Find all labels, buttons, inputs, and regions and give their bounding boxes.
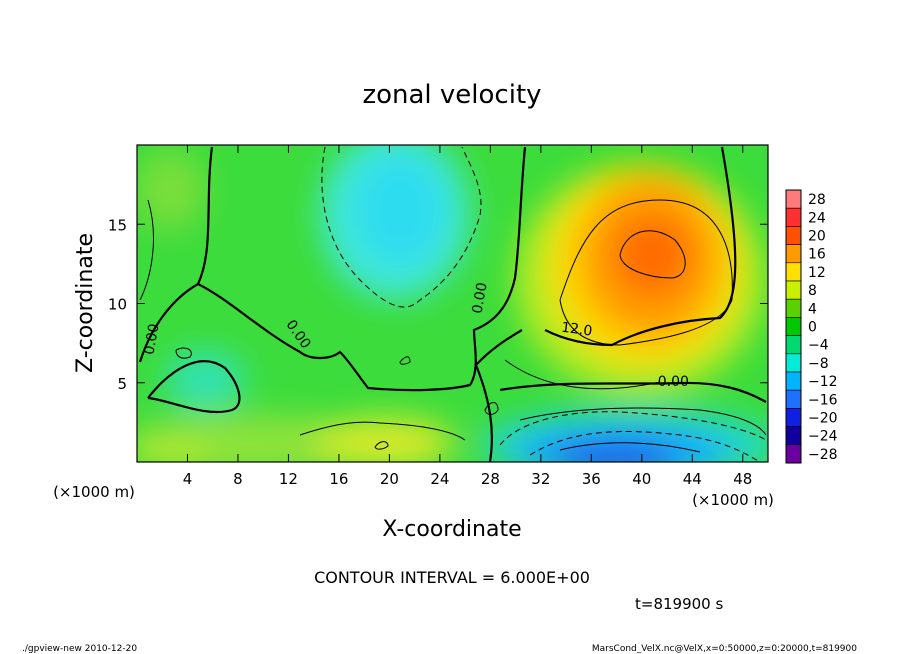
colorbar-label: −24: [808, 429, 838, 445]
time-label: t=819900 s: [635, 595, 723, 613]
y-axis-label: Z-coordinate: [73, 233, 98, 373]
x-tick-label: 8: [233, 470, 243, 488]
colorbar-swatch: [785, 226, 802, 245]
contour-label: 12.0: [560, 320, 593, 340]
colorbar-swatch: [785, 207, 802, 227]
y-tick-label: 15: [108, 216, 127, 234]
colorbar-label: −16: [808, 392, 838, 408]
x-tick-label: 40: [632, 470, 651, 488]
footer-left-info: ./gpview-new 2010-12-20: [22, 644, 137, 654]
dashed-contours: [321, 146, 767, 462]
zero-contours: [138, 146, 767, 462]
x-axis-ticks: 4 8 12 16 20 24 28 32 36 40 44 48: [183, 145, 752, 488]
colorbar-label: −8: [808, 356, 829, 372]
colorbar-swatch: [785, 389, 802, 409]
colorbar-label: 0: [808, 320, 817, 336]
contour-label: 0.00: [658, 374, 689, 390]
colorbar-swatch: [785, 371, 802, 391]
x-tick-label: 44: [683, 470, 702, 488]
colorbar-label: −28: [808, 447, 838, 463]
colorbar-swatch: [785, 353, 802, 373]
colorbar-label: −12: [808, 374, 838, 390]
colorbar-label: −20: [808, 411, 838, 427]
colorbar-swatch: [785, 298, 802, 318]
x-axis-unit-right: (×1000 m): [692, 491, 774, 509]
colorbar-label: 16: [808, 247, 826, 263]
x-tick-label: 32: [531, 470, 550, 488]
y-tick-label: 5: [117, 375, 127, 393]
x-axis-unit-left: (×1000 m): [53, 483, 135, 501]
colorbar-label: 28: [808, 192, 826, 208]
colorbar-swatch: [785, 317, 802, 336]
colorbar-label: 12: [808, 265, 826, 281]
colorbar: 28 24 20 16 12 8 4 0 −4 −8 −12 −16 −20 −24 −28: [785, 189, 838, 464]
colorbar-swatch: [785, 426, 802, 446]
x-tick-label: 16: [329, 470, 348, 488]
x-tick-label: 48: [733, 470, 752, 488]
x-tick-label: 12: [279, 470, 298, 488]
x-tick-label: 20: [380, 470, 399, 488]
velocity-field: [137, 145, 768, 462]
colorbar-label: 8: [808, 283, 817, 299]
y-tick-label: 10: [108, 296, 127, 314]
contour-label: 0.00: [141, 323, 162, 356]
x-tick-label: 28: [481, 470, 500, 488]
contour-label: 0.00: [470, 281, 491, 314]
colorbar-swatch: [785, 408, 802, 427]
x-tick-label: 24: [430, 470, 449, 488]
x-tick-label: 36: [582, 470, 601, 488]
colorbar-label: 24: [808, 210, 826, 226]
colorbar-swatch: [785, 444, 802, 464]
colorbar-swatch: [785, 335, 802, 355]
colorbar-swatch: [785, 280, 802, 300]
contour-interval-text: CONTOUR INTERVAL = 6.000E+00: [314, 568, 590, 587]
colorbar-swatch: [785, 244, 802, 264]
colorbar-frame: [785, 189, 802, 464]
x-axis-label: X-coordinate: [382, 517, 521, 542]
colorbar-swatch: [785, 189, 802, 209]
colorbar-label: 4: [808, 301, 817, 317]
chart-title: zonal velocity: [362, 80, 541, 110]
footer-right-info: MarsCond_VelX.nc@VelX,x=0:50000,z=0:2000…: [592, 644, 857, 654]
x-tick-label: 4: [183, 470, 193, 488]
thin-contours: [139, 199, 767, 453]
y-axis-ticks: 5 10 15: [108, 216, 768, 393]
colorbar-label: 20: [808, 229, 826, 245]
colorbar-swatch: [785, 262, 802, 282]
colorbar-label: −4: [808, 338, 829, 354]
